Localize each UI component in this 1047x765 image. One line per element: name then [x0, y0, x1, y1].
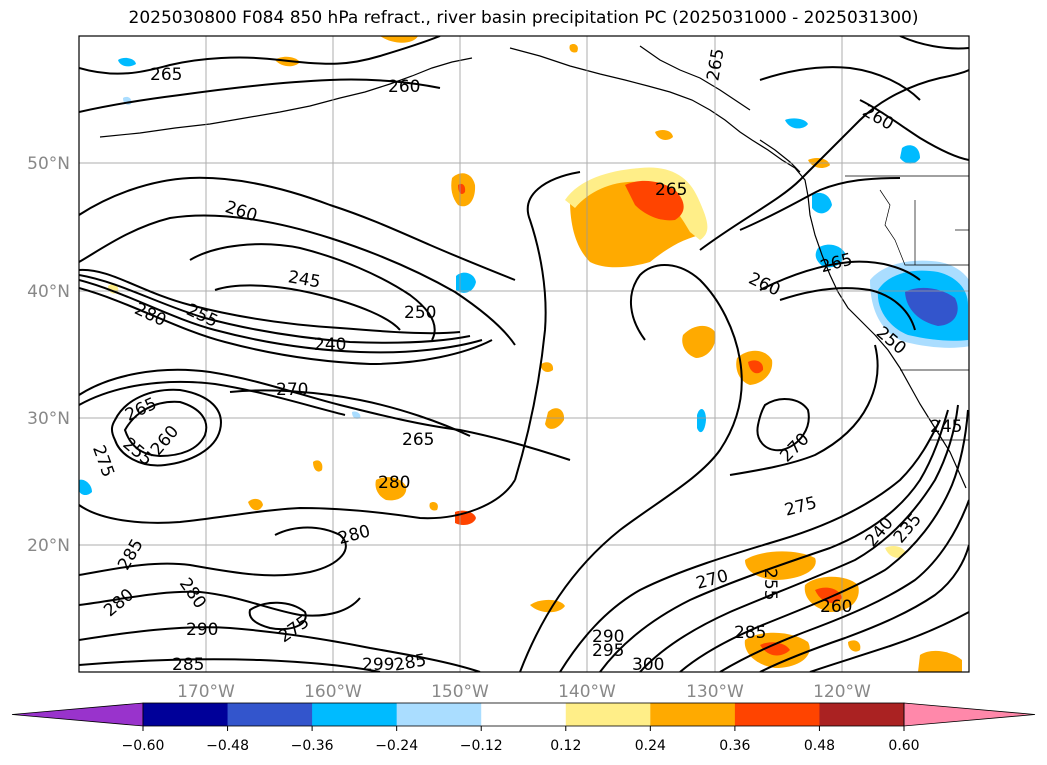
contour-label: 260: [745, 269, 783, 301]
map-title: 2025030800 F084 850 hPa refract., river …: [128, 8, 919, 28]
lat-tick-label: 20°N: [27, 536, 70, 556]
colorbar: −0.60 −0.48 −0.36 −0.24 −0.12 0.12 0.24 0.36 0.4…: [11, 702, 1036, 754]
colorbar-tick-label: −0.48: [206, 738, 249, 754]
lon-tick-label: 140°W: [558, 682, 616, 702]
colorbar-tick-label: 0.48: [804, 738, 835, 754]
map-frame: [78, 35, 970, 673]
colorbar-ticks: −0.60 −0.48 −0.36 −0.24 −0.12 0.12 0.24 0.36 0.4…: [122, 726, 920, 754]
colorbar-tick-label: −0.12: [460, 738, 503, 754]
lon-tick-label: 160°W: [304, 682, 362, 702]
contour-label: 245: [930, 417, 962, 437]
colorbar-tick-label: 0.36: [719, 738, 750, 754]
contour-label: 285: [393, 650, 428, 675]
colorbar-extend-high: [903, 702, 1036, 727]
refractivity-contours: [79, 36, 969, 672]
lat-tick-label: 30°N: [27, 409, 70, 429]
contour-label: 295: [592, 641, 624, 661]
colorbar-segment: [819, 703, 905, 726]
contour-label: 300: [632, 655, 664, 675]
contour-label: 285: [734, 623, 766, 643]
contour-label: 285: [172, 655, 204, 675]
lon-tick-label: 150°W: [431, 682, 489, 702]
colorbar-extend-low: [11, 702, 144, 727]
colorbar-segment: [565, 703, 651, 726]
contour-label: 260: [859, 101, 897, 135]
contour-label: 260: [820, 597, 852, 617]
contour-label: 270: [694, 566, 731, 594]
lon-tick-label: 130°W: [686, 682, 744, 702]
lon-tick-label: 170°W: [177, 682, 235, 702]
contour-label: 275: [782, 493, 819, 521]
contour-label: 235: [890, 510, 926, 548]
contour-label: 260: [388, 77, 420, 97]
colorbar-outline: [142, 702, 905, 727]
contour-label: 265: [655, 180, 687, 200]
precip-positive: [108, 36, 962, 672]
colorbar-tick-label: −0.24: [375, 738, 418, 754]
contour-label: 275: [275, 612, 313, 647]
graticule: [79, 36, 969, 672]
colorbar-segment: [650, 703, 736, 726]
contour-label: 290: [186, 620, 218, 640]
contour-label: 250: [404, 303, 436, 323]
lat-tick-label: 40°N: [27, 282, 70, 302]
contour-label: 290: [592, 627, 624, 647]
colorbar-segment: [734, 703, 820, 726]
contour-label: 270: [776, 429, 813, 466]
contour-label: 270: [276, 380, 308, 400]
lat-axis: 50°N 40°N 30°N 20°N: [27, 154, 70, 556]
lon-axis: 170°W 160°W 150°W 140°W 130°W 120°W: [177, 682, 871, 702]
colorbar-segment: [227, 703, 313, 726]
contour-label: 265: [402, 430, 434, 450]
contour-label: 265: [703, 47, 728, 82]
colorbar-segment: [396, 703, 482, 726]
colorbar-tick-label: −0.36: [291, 738, 334, 754]
contour-label: 299: [362, 655, 394, 675]
colorbar-tick-label: −0.60: [122, 738, 165, 754]
borders: [845, 175, 969, 441]
lon-tick-label: 120°W: [813, 682, 871, 702]
colorbar-segment: [143, 703, 229, 726]
colorbar-tick-label: 0.12: [550, 738, 581, 754]
contour-label: 275: [88, 443, 118, 480]
contour-label: 240: [314, 335, 346, 355]
colorbar-tick-label: 0.24: [635, 738, 666, 754]
colorbar-segments: [11, 702, 1036, 727]
contour-label: 280: [175, 574, 210, 612]
lat-tick-label: 50°N: [27, 154, 70, 174]
contour-label: 260: [223, 197, 260, 226]
colorbar-tick-label: 0.60: [888, 738, 919, 754]
contour-label: 255: [760, 568, 780, 600]
colorbar-segment: [312, 703, 398, 726]
contour-label: 280: [378, 473, 410, 493]
colorbar-segment: [481, 703, 567, 726]
contour-label: 265: [150, 65, 182, 85]
contour-label: 265: [122, 394, 160, 426]
map-area: 265 260 265 260 260 265 245 250 240 280 …: [79, 36, 969, 675]
contour-label: 280: [100, 585, 138, 621]
